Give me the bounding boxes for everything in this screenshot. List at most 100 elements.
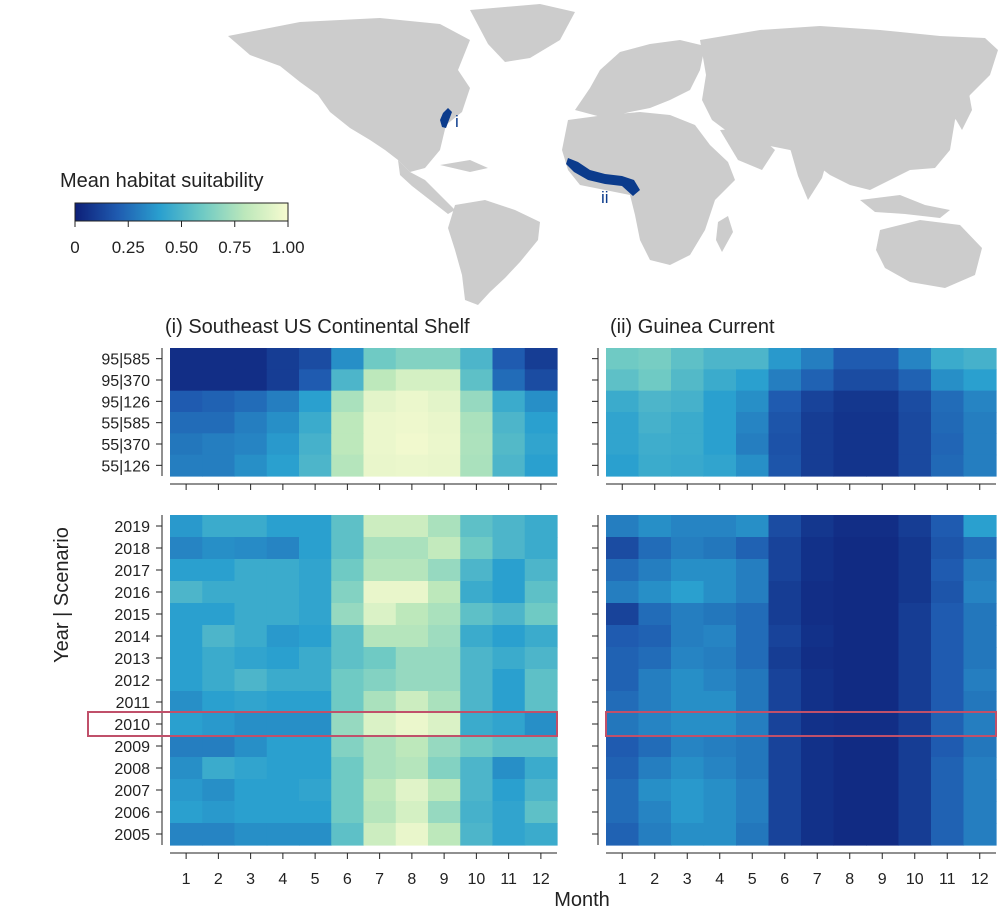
heatmap-cell-p2-r4-c2 (638, 412, 672, 434)
heatmap-cell-p3-r13-c12 (524, 779, 558, 802)
heatmap-cell-p3-r15-c11 (492, 823, 526, 846)
heatmap-cell-p3-r1-c4 (266, 515, 300, 538)
heatmap-cell-p3-r12-c11 (492, 757, 526, 780)
heatmap-cell-p3-r14-c12 (524, 801, 558, 824)
heatmap-cell-p1-r4-c3 (234, 412, 268, 434)
heatmap-cell-p1-r4-c2 (202, 412, 236, 434)
heatmap-cell-p3-r4-c8 (395, 581, 429, 604)
europe-landmass (575, 40, 705, 118)
heatmap-cell-p4-r11-c5 (736, 735, 770, 758)
heatmap-cell-p4-r6-c4 (703, 625, 737, 648)
heatmap-cell-p4-r14-c1 (606, 801, 640, 824)
heatmap-cell-p1-r6-c4 (266, 454, 300, 477)
heatmap-cell-p4-r8-c3 (671, 669, 705, 692)
heatmap-cell-p3-r1-c5 (299, 515, 332, 538)
heatmap-cell-p3-r12-c10 (460, 757, 494, 780)
heatmap-cell-p2-r2-c5 (736, 369, 770, 392)
heatmap-cell-p3-r3-c3 (234, 559, 268, 582)
heatmap-cell-p4-r9-c6 (768, 691, 802, 714)
heatmap-cell-p3-r14-c1 (170, 801, 203, 824)
heatmap-cell-p1-r4-c8 (395, 412, 429, 434)
x-tick-label-2: 2 (650, 871, 659, 888)
heatmap-cell-p3-r5-c12 (524, 603, 558, 626)
heatmap-cell-p1-r1-c11 (492, 348, 526, 370)
y-tick-label-2014: 2014 (114, 629, 150, 646)
heatmap-cell-p4-r10-c5 (736, 713, 770, 736)
heatmap-cell-p3-r10-c8 (395, 713, 429, 736)
heatmap-cell-p2-r1-c4 (703, 348, 737, 370)
heatmap-cell-p4-r15-c2 (638, 823, 672, 846)
heatmap-cell-p3-r9-c2 (202, 691, 236, 714)
heatmap-cell-p2-r3-c8 (833, 390, 867, 413)
heatmap-cell-p2-r6-c4 (703, 454, 737, 477)
heatmap-cell-p4-r11-c7 (801, 735, 835, 758)
heatmap-cell-p2-r3-c10 (898, 390, 932, 413)
heatmap-cell-p4-r11-c2 (638, 735, 672, 758)
heatmap-cell-p2-r2-c10 (898, 369, 932, 392)
heatmap-cell-p3-r11-c12 (524, 735, 558, 758)
heatmap-cell-p3-r11-c3 (234, 735, 268, 758)
heatmap-cell-p4-r12-c10 (898, 757, 932, 780)
heatmap-cell-p4-r2-c12 (963, 537, 997, 560)
heatmap-cell-p1-r5-c2 (202, 433, 236, 456)
heatmap-cell-p3-r12-c3 (234, 757, 268, 780)
heatmap-cell-p2-r4-c6 (768, 412, 802, 434)
india-landmass (790, 148, 830, 200)
heatmap-cell-p4-r12-c9 (866, 757, 900, 780)
heatmap-cell-p4-r1-c5 (736, 515, 770, 538)
heatmap-cell-p3-r6-c8 (395, 625, 429, 648)
heatmap-cell-p3-r12-c7 (363, 757, 397, 780)
heatmap-cell-p3-r6-c5 (299, 625, 332, 648)
x-tick-label-11: 11 (939, 871, 956, 888)
heatmap-cell-p2-r2-c3 (671, 369, 705, 392)
heatmap-cell-p3-r8-c2 (202, 669, 236, 692)
heatmap-cell-p3-r11-c7 (363, 735, 397, 758)
heatmap-cell-p4-r9-c12 (963, 691, 997, 714)
heatmap-cell-p3-r4-c3 (234, 581, 268, 604)
x-tick-label-2: 2 (214, 871, 223, 888)
heatmap-cell-p4-r12-c5 (736, 757, 770, 780)
x-tick-label-1: 1 (618, 871, 627, 888)
heatmap-cell-p3-r12-c4 (266, 757, 300, 780)
heatmap-cell-p2-r2-c9 (866, 369, 900, 392)
heatmap-cell-p4-r4-c2 (638, 581, 672, 604)
heatmap-cell-p3-r6-c6 (331, 625, 365, 648)
heatmap-cell-p3-r8-c6 (331, 669, 365, 692)
heatmap-cell-p2-r3-c5 (736, 390, 770, 413)
heatmap-cell-p3-r10-c11 (492, 713, 526, 736)
heatmap-cell-p4-r12-c6 (768, 757, 802, 780)
heatmap-cell-p3-r10-c2 (202, 713, 236, 736)
heatmap-cell-p4-r11-c10 (898, 735, 932, 758)
heatmap-cell-p4-r4-c6 (768, 581, 802, 604)
heatmap-cell-p4-r6-c11 (931, 625, 965, 648)
heatmap-cell-p1-r4-c1 (170, 412, 203, 434)
heatmap-cell-p4-r1-c9 (866, 515, 900, 538)
heatmap-cell-p4-r3-c4 (703, 559, 737, 582)
heatmap-cell-p2-r6-c1 (606, 454, 640, 477)
cuba-landmass (440, 160, 488, 172)
heatmap-panel-1: 95|585 95|370 95|126 55|585 55|370 55|126 (i) … (101, 316, 558, 490)
heatmap-cell-p4-r11-c11 (931, 735, 965, 758)
heatmap-cell-p4-r7-c9 (866, 647, 900, 670)
heatmap-cell-p3-r12-c2 (202, 757, 236, 780)
heatmap-cell-p4-r5-c4 (703, 603, 737, 626)
heatmap-cell-p3-r4-c7 (363, 581, 397, 604)
colorbar-tick-label-3: 0.75 (218, 238, 251, 257)
y-tick-label-2006: 2006 (114, 805, 150, 822)
heatmap-cell-p4-r10-c7 (801, 713, 835, 736)
heatmap-cell-p3-r8-c9 (428, 669, 461, 692)
heatmap-cell-p1-r5-c6 (331, 433, 365, 456)
y-tick-label-55|370: 55|370 (101, 437, 150, 454)
heatmap-cell-p2-r3-c7 (801, 390, 835, 413)
heatmap-cell-p3-r6-c9 (428, 625, 461, 648)
heatmap-cell-p4-r2-c7 (801, 537, 835, 560)
heatmap-cell-p4-r1-c12 (963, 515, 997, 538)
x-tick-label-4: 4 (278, 871, 287, 888)
heatmap-cell-p3-r2-c11 (492, 537, 526, 560)
heatmap-cell-p4-r14-c6 (768, 801, 802, 824)
heatmap-cell-p4-r13-c7 (801, 779, 835, 802)
heatmap-cell-p4-r8-c4 (703, 669, 737, 692)
heatmap-cell-p1-r5-c4 (266, 433, 300, 456)
heatmap-cell-p4-r10-c4 (703, 713, 737, 736)
heatmap-cell-p3-r4-c12 (524, 581, 558, 604)
